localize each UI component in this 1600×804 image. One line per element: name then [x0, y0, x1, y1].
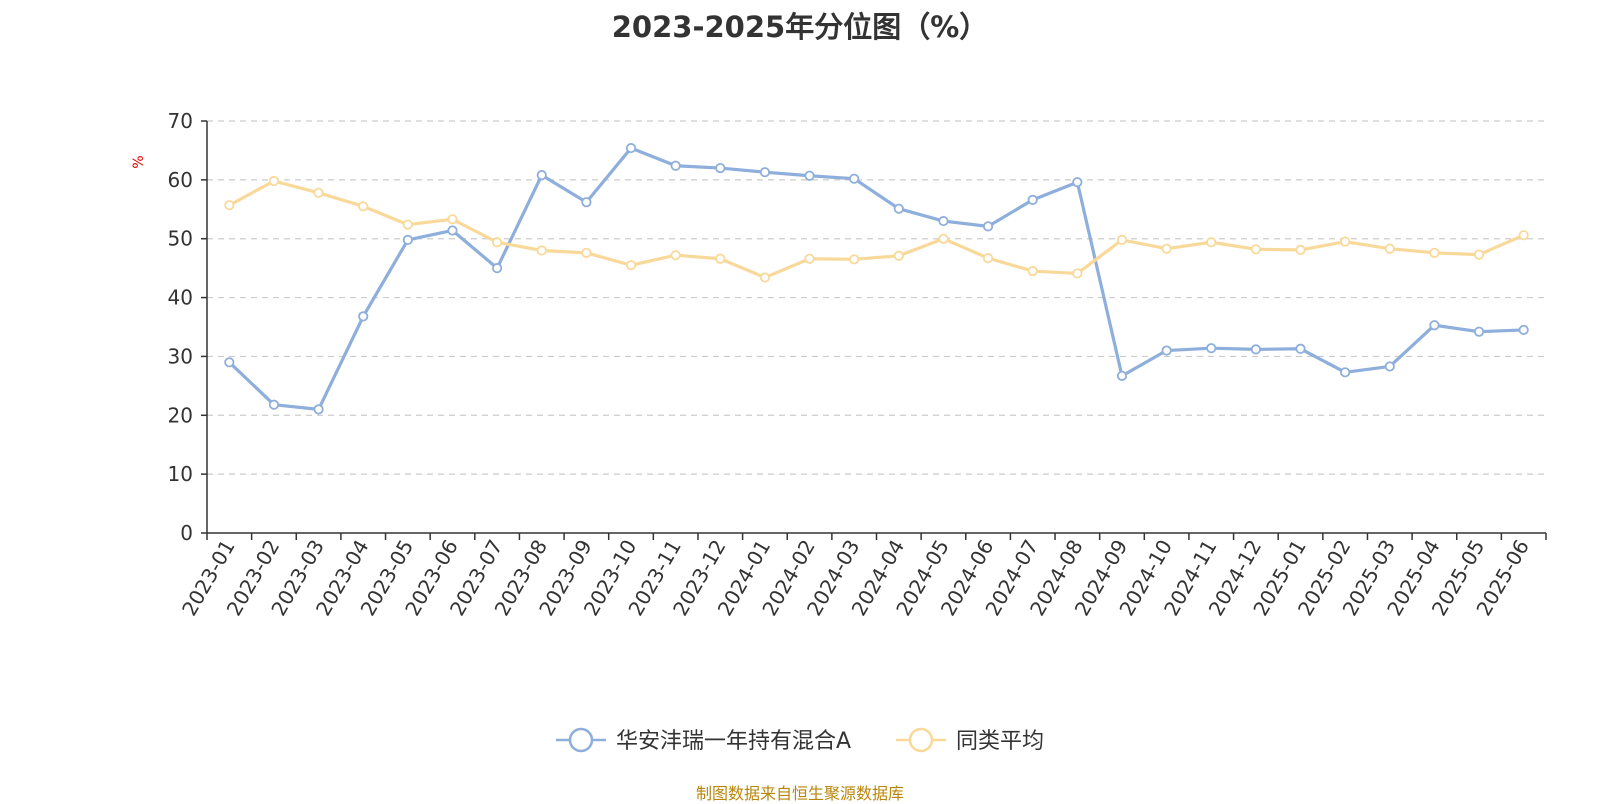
- data-point[interactable]: [536, 170, 547, 181]
- data-point[interactable]: [1027, 265, 1038, 277]
- data-point[interactable]: [849, 254, 860, 265]
- data-point[interactable]: [358, 201, 369, 212]
- data-point[interactable]: [625, 260, 637, 271]
- series-1: [224, 175, 1529, 283]
- data-point[interactable]: [1250, 244, 1261, 255]
- data-point[interactable]: [804, 253, 815, 264]
- data-point[interactable]: [313, 404, 324, 415]
- y-tick-label: 50: [168, 227, 193, 251]
- data-point[interactable]: [1340, 236, 1351, 247]
- legend-label: 同类平均: [956, 729, 1044, 754]
- data-point[interactable]: [938, 215, 949, 227]
- series-layer: [224, 142, 1529, 415]
- legend-item-0[interactable]: 华安沣瑞一年持有混合A: [556, 727, 851, 754]
- data-point[interactable]: [1340, 367, 1351, 378]
- y-tick-label: 20: [168, 403, 193, 427]
- legend-circle-icon: [568, 727, 594, 753]
- data-point[interactable]: [1161, 345, 1172, 356]
- data-point[interactable]: [447, 214, 458, 225]
- series-0: [224, 142, 1529, 415]
- data-point[interactable]: [1027, 194, 1038, 205]
- data-point[interactable]: [447, 225, 458, 236]
- data-point[interactable]: [938, 233, 949, 244]
- axes: 0102030405060702023-012023-022023-032023…: [168, 109, 1547, 620]
- grid-lines: [207, 120, 1546, 475]
- series-line: [228, 146, 1524, 411]
- data-point[interactable]: [581, 197, 592, 208]
- legend-item-1[interactable]: 同类平均: [896, 727, 1044, 754]
- data-point[interactable]: [1161, 243, 1172, 254]
- data-point[interactable]: [1384, 243, 1395, 254]
- data-point[interactable]: [759, 167, 771, 178]
- data-point[interactable]: [1072, 268, 1083, 279]
- data-point[interactable]: [1473, 326, 1485, 337]
- data-point[interactable]: [1384, 361, 1395, 372]
- data-point[interactable]: [1116, 234, 1128, 245]
- y-tick-label: 30: [168, 344, 193, 368]
- data-point[interactable]: [1250, 344, 1261, 355]
- data-point[interactable]: [715, 162, 726, 174]
- data-point[interactable]: [982, 253, 994, 264]
- data-point[interactable]: [1116, 370, 1128, 381]
- data-point[interactable]: [1473, 249, 1485, 260]
- data-point[interactable]: [536, 245, 547, 256]
- data-point[interactable]: [358, 311, 369, 322]
- data-point[interactable]: [268, 399, 280, 410]
- data-point[interactable]: [1429, 320, 1440, 331]
- y-tick-label: 70: [168, 109, 193, 133]
- data-point[interactable]: [1072, 177, 1083, 188]
- data-point[interactable]: [670, 250, 681, 261]
- data-point[interactable]: [1429, 247, 1440, 258]
- data-point[interactable]: [893, 250, 904, 261]
- data-point[interactable]: [982, 221, 994, 232]
- data-point[interactable]: [670, 160, 681, 171]
- data-point[interactable]: [1295, 343, 1306, 354]
- series-line: [228, 179, 1525, 280]
- data-point[interactable]: [1206, 237, 1217, 248]
- y-tick-label: 40: [168, 286, 193, 310]
- data-point[interactable]: [268, 175, 280, 187]
- data-point[interactable]: [224, 357, 235, 368]
- data-point[interactable]: [313, 187, 324, 198]
- data-point[interactable]: [581, 247, 592, 258]
- data-point[interactable]: [1518, 324, 1529, 336]
- data-point[interactable]: [1295, 244, 1306, 255]
- data-point[interactable]: [849, 173, 860, 184]
- data-point[interactable]: [1518, 230, 1529, 241]
- chart-title: 2023-2025年分位图（%）: [611, 10, 989, 44]
- y-tick-label: 60: [168, 168, 193, 192]
- data-point[interactable]: [492, 263, 503, 274]
- y-tick-label: 0: [180, 521, 193, 545]
- legend[interactable]: 华安沣瑞一年持有混合A 同类平均: [556, 727, 1044, 754]
- data-point[interactable]: [715, 253, 726, 264]
- data-point[interactable]: [1206, 343, 1217, 354]
- legend-circle-icon: [908, 727, 934, 753]
- data-point[interactable]: [625, 142, 637, 154]
- y-axis-label: %: [131, 155, 147, 168]
- data-point[interactable]: [893, 203, 904, 214]
- data-point[interactable]: [402, 234, 413, 245]
- data-point[interactable]: [402, 219, 413, 230]
- data-point[interactable]: [759, 272, 771, 283]
- y-tick-label: 10: [168, 462, 193, 486]
- data-point[interactable]: [492, 237, 503, 248]
- source-note: 制图数据来自恒生聚源数据库: [695, 784, 904, 803]
- data-point[interactable]: [804, 170, 815, 181]
- data-point[interactable]: [224, 200, 235, 211]
- legend-label: 华安沣瑞一年持有混合A: [616, 729, 851, 754]
